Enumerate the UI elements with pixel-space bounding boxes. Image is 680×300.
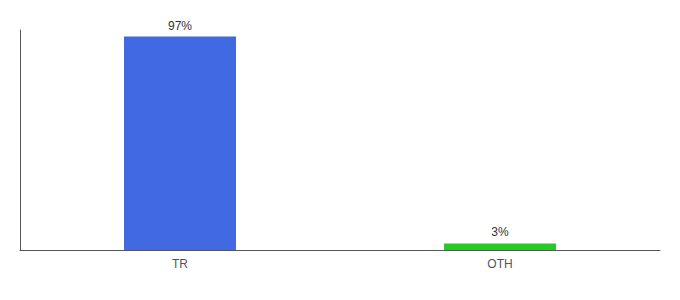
svg-text:97%: 97% xyxy=(168,19,192,33)
svg-text:3%: 3% xyxy=(491,225,509,239)
svg-text:OTH: OTH xyxy=(487,257,512,271)
svg-text:TR: TR xyxy=(172,257,188,271)
